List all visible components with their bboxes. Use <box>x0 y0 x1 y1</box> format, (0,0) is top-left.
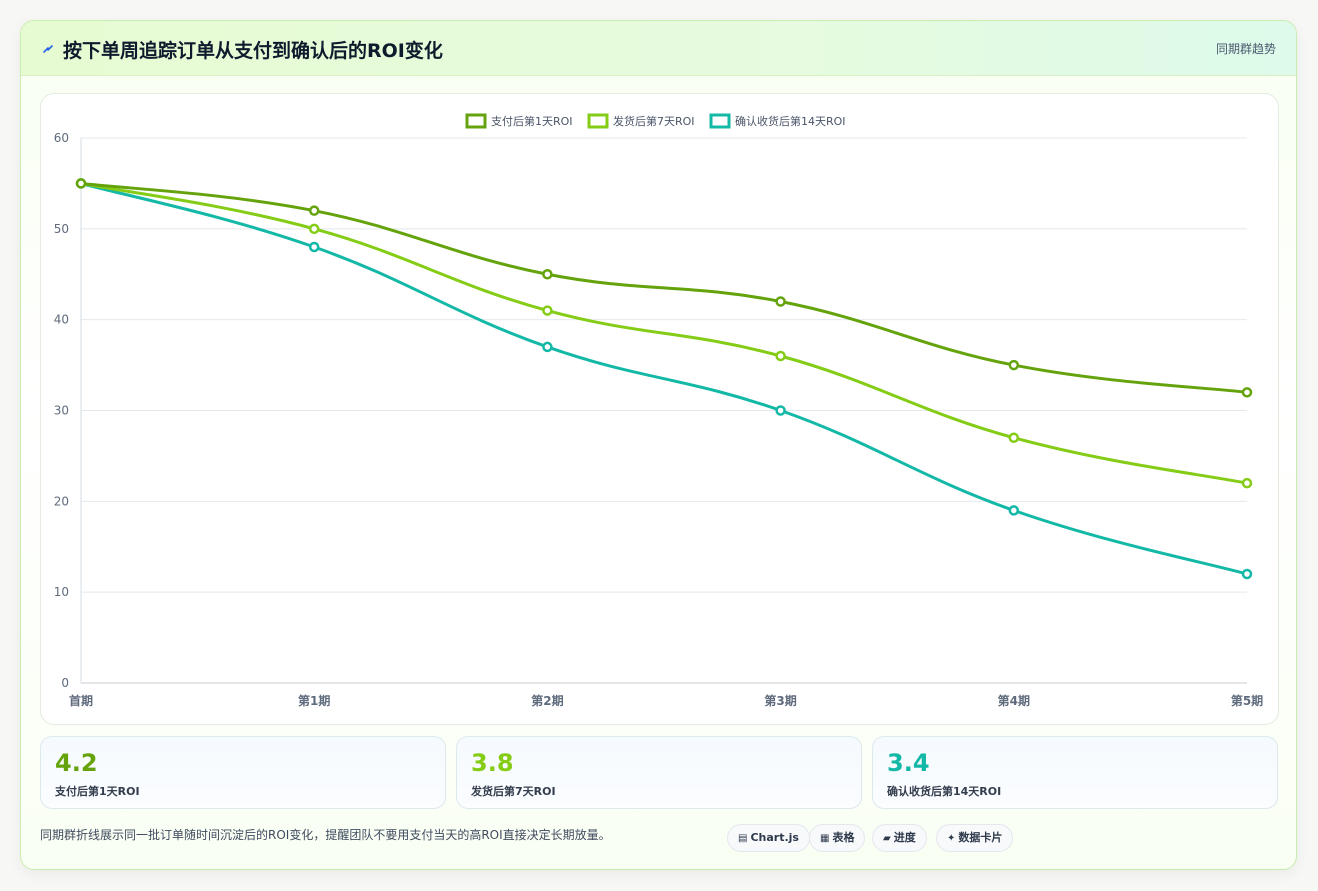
x-tick-label: 首期 <box>69 693 93 708</box>
data-point <box>1008 359 1020 371</box>
data-card-pill[interactable]: ✦ 数据卡片 <box>936 824 1014 852</box>
pill-label: 表格 <box>832 831 855 844</box>
stat-card: 3.4 确认收货后第14天ROI <box>872 736 1278 809</box>
legend-label: 发货后第7天ROI <box>613 114 695 128</box>
data-point <box>1008 432 1020 443</box>
y-tick-label: 50 <box>54 222 69 236</box>
data-point <box>542 305 553 316</box>
chartjs-pill[interactable]: ▤ Chart.js <box>727 824 810 852</box>
roi-cohort-card: 按下单周追踪订单从支付到确认后的ROI变化 同期群趋势 0 10 20 30 40 50 6… <box>20 20 1297 870</box>
stat-label: 确认收货后第14天ROI <box>887 785 1002 798</box>
stat-label: 支付后第1天ROI <box>55 785 140 798</box>
series-line <box>80 181 1248 394</box>
data-point <box>308 241 320 253</box>
y-tick-label: 10 <box>54 585 69 599</box>
table-icon: ▦ <box>820 833 830 844</box>
x-tick-label: 第3期 <box>764 693 796 708</box>
lightning-icon <box>43 45 53 53</box>
data-point <box>1241 387 1253 398</box>
page-title: 按下单周追踪订单从支付到确认后的ROI变化 <box>63 40 443 62</box>
data-point <box>542 269 553 280</box>
stat-value: 4.2 <box>55 749 98 777</box>
legend-swatch <box>587 113 609 129</box>
data-point <box>308 223 320 235</box>
stat-label: 发货后第7天ROI <box>471 785 556 798</box>
stat-value: 3.4 <box>887 749 930 777</box>
series-line <box>80 181 1248 485</box>
y-tick-label: 30 <box>54 404 69 418</box>
legend-swatch <box>709 113 731 129</box>
series-line <box>80 181 1248 576</box>
legend-swatch <box>465 113 487 129</box>
x-tick-label: 第1期 <box>298 693 330 708</box>
y-tick-label: 0 <box>61 676 69 690</box>
data-point <box>542 341 553 353</box>
chart-container: 0 10 20 30 40 50 60 首期 第1期 第2期 第3期 第4期 第5期 支付后第1天ROI 发… <box>40 93 1279 725</box>
card-header: 按下单周追踪订单从支付到确认后的ROI变化 同期群趋势 <box>21 21 1296 76</box>
x-tick-label: 第4期 <box>998 693 1030 708</box>
data-point <box>1241 477 1253 489</box>
data-point <box>1008 505 1020 516</box>
line-chart: 0 10 20 30 40 50 60 首期 第1期 第2期 第3期 第4期 第5期 支付后第1天ROI 发… <box>54 113 1263 708</box>
legend-label: 支付后第1天ROI <box>491 114 573 128</box>
data-point <box>1241 568 1253 580</box>
table-pill[interactable]: ▦ 表格 <box>809 824 866 852</box>
sparkle-icon: ✦ <box>947 833 956 844</box>
stat-card: 3.8 发货后第7天ROI <box>456 736 862 809</box>
stat-card: 4.2 支付后第1天ROI <box>40 736 446 809</box>
pill-label: 进度 <box>893 831 916 844</box>
pill-label: Chart.js <box>750 831 799 844</box>
y-tick-label: 20 <box>54 494 69 508</box>
x-tick-label: 第5期 <box>1231 693 1263 708</box>
data-point <box>75 178 87 189</box>
chart-icon: ▤ <box>738 833 748 844</box>
y-tick-label: 40 <box>54 313 69 327</box>
progress-pill[interactable]: ▰ 进度 <box>872 824 927 852</box>
y-tick-label: 60 <box>54 131 69 145</box>
data-point <box>775 350 786 362</box>
legend-label: 确认收货后第14天ROI <box>735 114 846 128</box>
footer-note: 同期群折线展示同一批订单随时间沉淀后的ROI变化，提醒团队不要用支付当天的高RO… <box>40 828 611 842</box>
stat-value: 3.8 <box>471 749 514 777</box>
progress-icon: ▰ <box>883 833 891 844</box>
data-point <box>775 405 786 416</box>
x-tick-label: 第2期 <box>531 693 563 708</box>
pill-label: 数据卡片 <box>958 831 1003 844</box>
data-point <box>308 205 320 216</box>
data-point <box>775 296 786 307</box>
header-subtitle: 同期群趋势 <box>1215 42 1276 56</box>
